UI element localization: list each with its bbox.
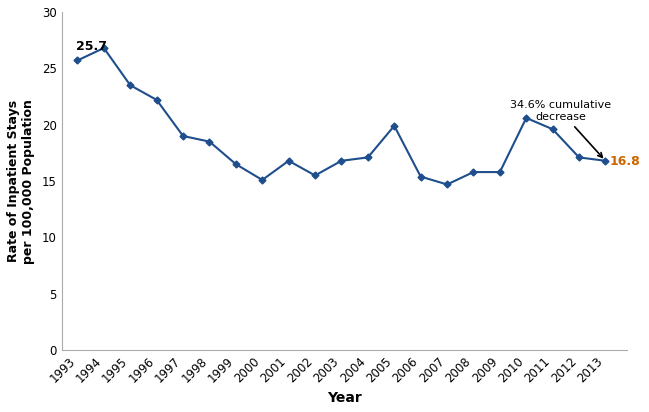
- Text: 16.8: 16.8: [609, 155, 640, 169]
- Text: 25.7: 25.7: [76, 40, 107, 53]
- Text: 34.6% cumulative
decrease: 34.6% cumulative decrease: [510, 101, 611, 157]
- X-axis label: Year: Year: [326, 391, 361, 405]
- Y-axis label: Rate of Inpatient Stays
per 100,000 Population: Rate of Inpatient Stays per 100,000 Popu…: [7, 98, 35, 264]
